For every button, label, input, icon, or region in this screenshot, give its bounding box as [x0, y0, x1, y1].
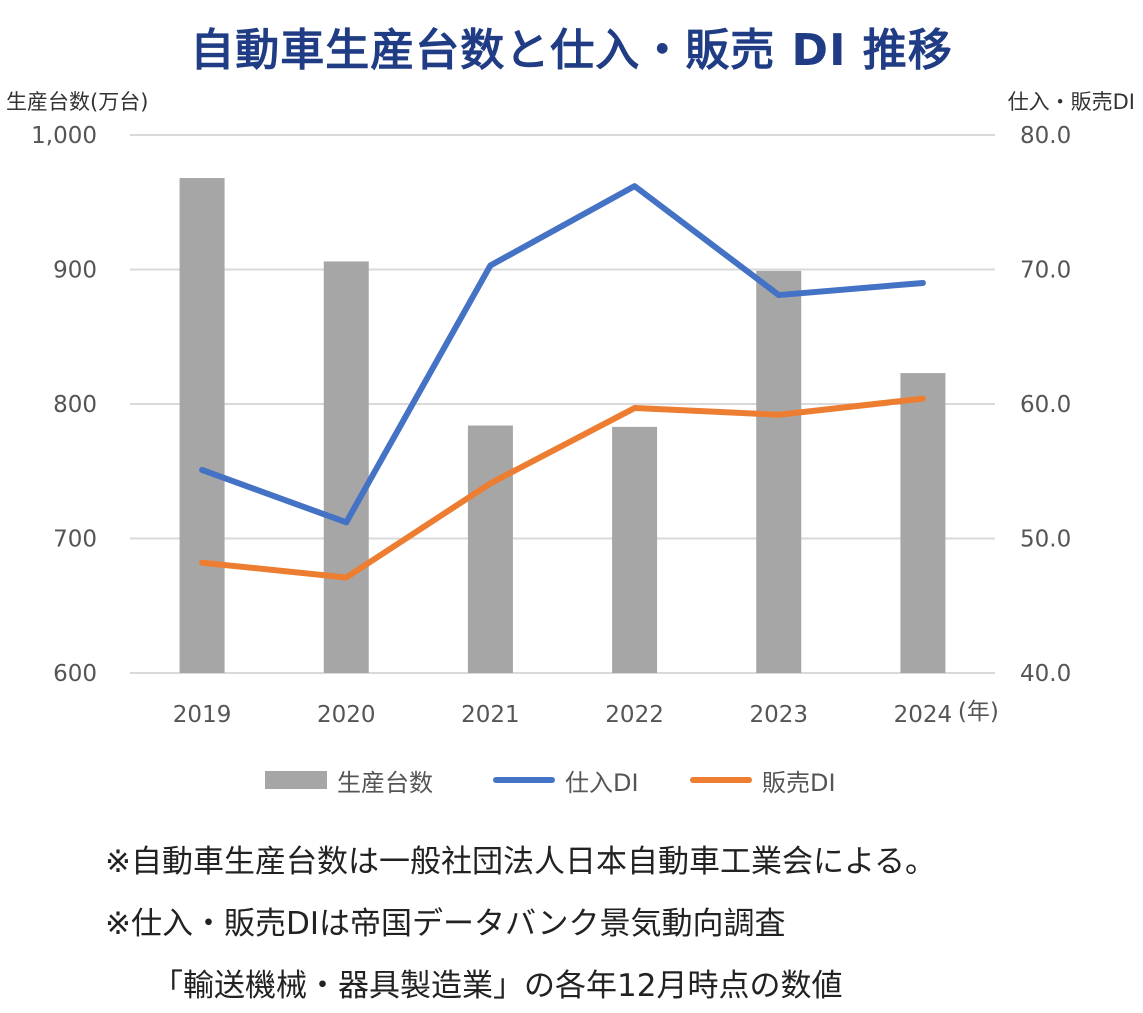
chart-title: 自動車生産台数と仕入・販売 DI 推移 [190, 25, 953, 76]
legend-swatch-bar [265, 771, 327, 789]
footnote-source-di: ※仕入・販売DIは帝国データバンク景気動向調査 [105, 906, 786, 942]
chart-legend: 生産台数 仕入DI 販売DI [0, 760, 1143, 800]
y-left-tick-label: 1,000 [31, 123, 97, 149]
line-purchase-di [199, 183, 926, 526]
x-tick-label: 2023 [749, 702, 808, 728]
legend-label-production: 生産台数 [337, 768, 433, 797]
x-tick-label: 2019 [173, 702, 232, 728]
y-left-tick-label: 800 [53, 392, 97, 418]
y-right-tick-label: 70.0 [1020, 258, 1071, 284]
bar-production-2021 [467, 425, 513, 673]
x-tick-label: 2021 [461, 702, 520, 728]
x-tick-label: 2024 [894, 702, 953, 728]
y-left-tick-label: 600 [53, 661, 97, 687]
y-right-tick-label: 40.0 [1020, 661, 1071, 687]
legend-swatch-line-orange [690, 777, 752, 783]
y-right-tick-label: 80.0 [1020, 123, 1071, 149]
legend-swatch-line-blue [493, 777, 555, 783]
bar-production-2022 [612, 426, 658, 673]
combo-chart: 600 40.0 700 50.0 800 60.0 900 70.0 1,000 80.0 201… [31, 123, 1071, 728]
footnote-industry: 「輸送機械・器具製造業」の各年12月時点の数値 [152, 968, 843, 1004]
legend-label-sales: 販売DI [762, 768, 836, 797]
left-axis-caption: 生産台数(万台) [6, 90, 149, 114]
legend-item-production: 生産台数 [265, 760, 433, 800]
legend-label-purchase: 仕入DI [565, 768, 639, 797]
y-right-tick-label: 50.0 [1020, 527, 1071, 553]
bar-production-2023 [756, 270, 802, 673]
legend-item-purchase: 仕入DI [493, 760, 639, 800]
bar-production-2020 [323, 261, 369, 673]
x-unit-label: (年) [958, 699, 999, 725]
bar-production-2024 [900, 373, 946, 673]
y-right-tick-label: 60.0 [1020, 392, 1071, 418]
y-left-tick-label: 700 [53, 527, 97, 553]
x-tick-label: 2020 [317, 702, 376, 728]
legend-item-sales: 販売DI [690, 760, 836, 800]
right-axis-caption: 仕入・販売DI [1007, 90, 1135, 114]
footnote-source-production: ※自動車生産台数は一般社団法人日本自動車工業会による。 [105, 844, 937, 880]
line-sales-di [199, 395, 926, 581]
bar-production-2019 [179, 178, 225, 674]
y-left-tick-label: 900 [53, 258, 97, 284]
x-tick-label: 2022 [605, 702, 664, 728]
